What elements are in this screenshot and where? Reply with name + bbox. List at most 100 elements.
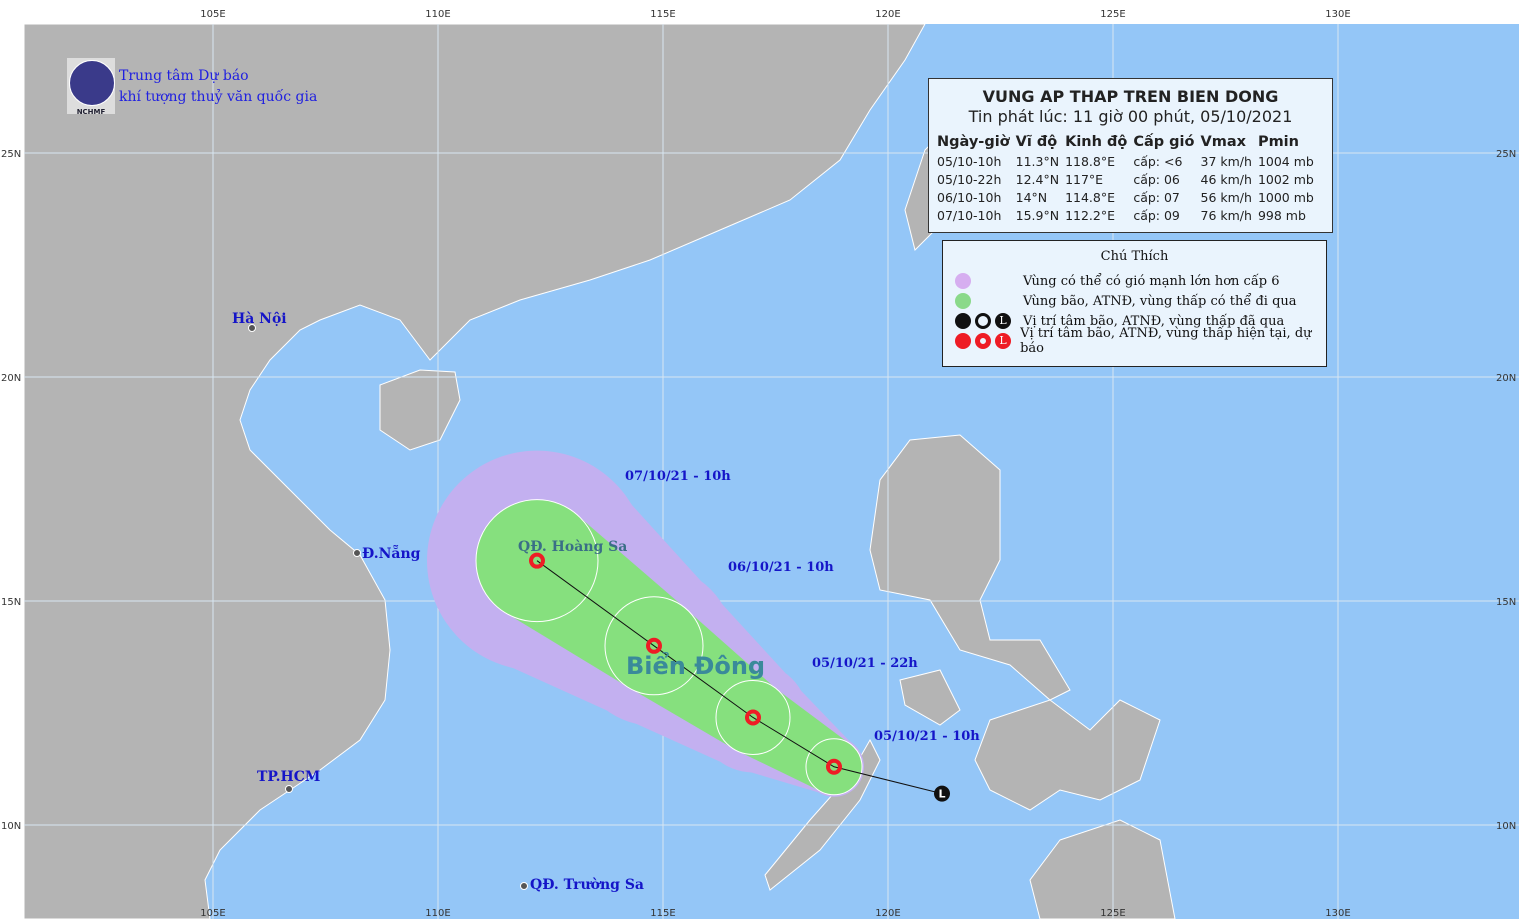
table-row: 05/10-22h 12.4°N 117°E cấp: 06 46 km/h 1002 m…	[937, 170, 1320, 188]
table-cell: 05/10-22h	[937, 171, 1002, 187]
table-cell: 14°N	[1015, 189, 1048, 205]
table-cell: 15.9°N	[1015, 207, 1060, 223]
legend-title: Chú Thích	[1100, 249, 1169, 264]
lon-tick-top: 120E	[875, 9, 900, 20]
table-row: 07/10-10h 15.9°N 112.2°E cấp: 09 76 km/h 998 …	[937, 206, 1320, 224]
forecast-table: Ngày-giờ Vĩ độ Kinh độ Cấp gió Vmax Pmin 05/1…	[937, 132, 1320, 224]
green-circle-icon	[955, 293, 971, 309]
column-header: Ngày-giờ	[937, 134, 1010, 150]
label-truongsa: QĐ. Trường Sa	[530, 877, 644, 893]
forecast-radius-circle	[715, 679, 791, 755]
table-cell: 11.3°N	[1015, 153, 1060, 169]
lon-tick-bottom: 110E	[425, 908, 450, 919]
legend-item-forecast: L Vị trí tâm bão, ATNĐ, vùng thấp hiện tạ…	[955, 326, 1326, 356]
table-cell: 06/10-10h	[937, 189, 1002, 205]
column-header: Pmin	[1257, 134, 1299, 150]
legend: Chú Thích Vùng có thể có gió mạnh lớn hơ…	[942, 240, 1327, 367]
lon-tick-top: 110E	[425, 9, 450, 20]
past-low-icon	[934, 785, 950, 802]
lon-tick-bottom: 105E	[200, 908, 225, 919]
typhoon-black-icon	[955, 313, 971, 329]
table-cell: cấp: 07	[1133, 189, 1180, 205]
low-black-icon: L	[995, 313, 1011, 329]
lon-tick-top: 115E	[650, 9, 675, 20]
forecast-radius-circle	[604, 596, 704, 696]
legend-item-green: Vùng bão, ATNĐ, vùng thấp có thể đi qua	[955, 291, 1297, 311]
typhoon-red-icon	[955, 333, 971, 349]
info-title: VUNG AP THAP TREN BIEN DONG	[982, 87, 1279, 106]
issued-time: Tin phát lúc: 11 giờ 00 phút, 05/10/2021	[968, 107, 1293, 126]
table-cell: 46 km/h	[1200, 171, 1252, 187]
lon-tick-bottom: 120E	[875, 908, 900, 919]
low-red-icon: L	[995, 333, 1011, 349]
lat-tick-left: 15N	[1, 597, 21, 608]
forecast-time-label: 05/10/21 - 10h	[874, 729, 980, 744]
table-cell: 114.8°E	[1065, 189, 1116, 205]
lon-tick-top: 105E	[200, 9, 225, 20]
city-dot	[285, 785, 293, 793]
mindanao	[1029, 819, 1176, 919]
label-hoangsa: QĐ. Hoàng Sa	[518, 539, 627, 555]
svg-text:L: L	[938, 788, 945, 801]
city-dot	[248, 324, 256, 332]
org-line-1: Trung tâm Dự báo	[119, 68, 249, 84]
depression-forecast-icon	[745, 709, 761, 726]
depression-forecast-icon	[646, 637, 662, 654]
column-header: Vmax	[1200, 134, 1246, 150]
track-line	[536, 560, 943, 795]
mindoro	[899, 669, 961, 726]
table-cell: cấp: <6	[1133, 153, 1183, 169]
column-header: Kinh độ	[1065, 134, 1128, 150]
forecast-time-label: 07/10/21 - 10h	[625, 469, 731, 484]
legend-item-purple: Vùng có thể có gió mạnh lớn hơn cấp 6	[955, 271, 1280, 291]
label-danang: Đ.Nẵng	[362, 546, 421, 562]
lat-tick-left: 25N	[1, 149, 21, 160]
city-dot	[520, 882, 528, 890]
city-dot	[353, 549, 361, 557]
table-cell: 118.8°E	[1065, 153, 1116, 169]
lat-tick-left: 20N	[1, 373, 21, 384]
table-cell: cấp: 09	[1133, 207, 1180, 223]
nchmf-logo: NCHMF	[67, 58, 115, 116]
org-line-2: khí tượng thuỷ văn quốc gia	[119, 89, 318, 105]
forecast-radius-circle	[475, 499, 599, 623]
organization-name: Trung tâm Dự báo khí tượng thuỷ văn quốc…	[119, 66, 317, 108]
lat-tick-right: 15N	[1496, 597, 1516, 608]
label-bien-dong: Biển Đông	[626, 650, 765, 680]
label-hcm: TP.HCM	[257, 769, 321, 785]
table-cell: 05/10-10h	[937, 153, 1002, 169]
table-row: 06/10-10h 14°N 114.8°E cấp: 07 56 km/h 1000 m…	[937, 188, 1320, 206]
lon-tick-top: 125E	[1100, 9, 1125, 20]
lat-tick-left: 10N	[1, 821, 21, 832]
lon-tick-bottom: 130E	[1325, 908, 1350, 919]
table-cell: 1000 mb	[1257, 189, 1314, 205]
legend-item-past: L Vị trí tâm bão, ATNĐ, vùng thấp đã qua	[955, 311, 1284, 331]
mainland-asia	[23, 23, 926, 919]
luzon	[869, 434, 1071, 701]
table-cell: 998 mb	[1257, 207, 1306, 223]
storm-info-box: VUNG AP THAP TREN BIEN DONG Tin phát lúc…	[928, 78, 1333, 233]
lat-tick-right: 25N	[1496, 149, 1516, 160]
table-row: 05/10-10h 11.3°N 118.8°E cấp: <6 37 km/h 1004…	[937, 152, 1320, 170]
table-cell: 117°E	[1065, 171, 1104, 187]
label-hanoi: Hà Nội	[232, 311, 287, 327]
circle-black-icon	[975, 313, 991, 329]
table-cell: 112.2°E	[1065, 207, 1116, 223]
table-cell: 37 km/h	[1200, 153, 1252, 169]
table-cell: 56 km/h	[1200, 189, 1252, 205]
table-cell: 1004 mb	[1257, 153, 1314, 169]
hainan	[379, 369, 461, 451]
lon-tick-bottom: 125E	[1100, 908, 1125, 919]
lat-tick-right: 10N	[1496, 821, 1516, 832]
table-cell: 76 km/h	[1200, 207, 1252, 223]
depression-forecast-icon	[826, 758, 842, 775]
column-header: Vĩ độ	[1015, 134, 1058, 150]
column-header: Cấp gió	[1133, 134, 1195, 150]
circle-red-icon	[975, 333, 991, 349]
table-cell: cấp: 06	[1133, 171, 1180, 187]
visayas	[974, 699, 1161, 811]
typhoon-forecast-icon	[529, 552, 545, 569]
lat-tick-right: 20N	[1496, 373, 1516, 384]
purple-circle-icon	[955, 273, 971, 289]
forecast-time-label: 05/10/21 - 22h	[812, 656, 918, 671]
